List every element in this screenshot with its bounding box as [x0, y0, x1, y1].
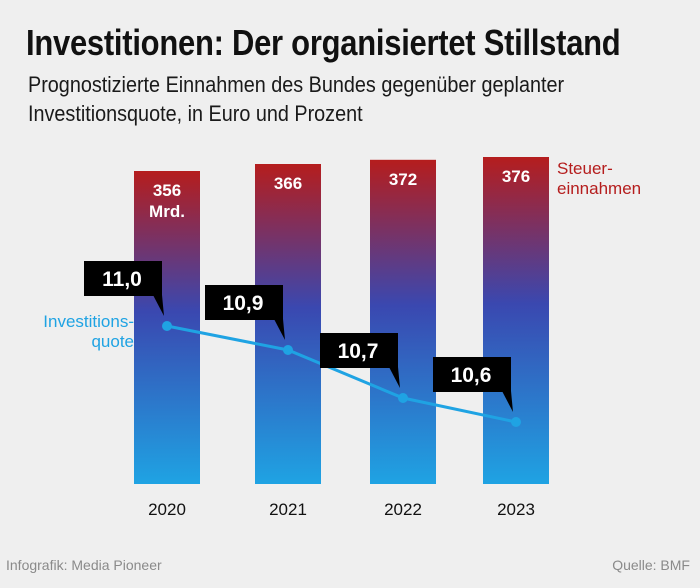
callout-box [205, 285, 283, 320]
bar-2022 [370, 159, 436, 485]
chart-title: Investitionen: Der organisiertet Stillst… [26, 22, 621, 63]
footer-credit: Infografik: Media Pioneer [6, 557, 162, 573]
callout-group: 11,0 10,9 10,7 10,6 [84, 261, 513, 412]
callout-pointer [153, 295, 164, 316]
callout-pointer [274, 319, 285, 340]
x-tick-label: 2022 [384, 500, 422, 519]
subtitle-line-1: Prognostizierte Einnahmen des Bundes geg… [28, 72, 565, 97]
callout-value-label: 10,6 [451, 364, 492, 387]
callout: 10,6 [433, 357, 513, 412]
series-label-quota: Investitions- [43, 312, 134, 331]
quota-point [398, 393, 408, 403]
callout-box [84, 261, 162, 296]
line-group [162, 321, 521, 427]
bar-value-label: 372 [389, 170, 417, 189]
chart-subtitle: Prognostizierte Einnahmen des Bundes geg… [28, 70, 658, 128]
label-group: 356 2020 366 2021 372 2022 376 2023 Mrd. Steuer-e… [43, 159, 641, 519]
bar-value-label: 356 [153, 181, 181, 200]
bar-unit-label: Mrd. [149, 202, 185, 221]
x-tick-label: 2021 [269, 500, 307, 519]
subtitle-line-2: Investitionsquote, in Euro und Prozent [28, 101, 363, 126]
callout: 10,7 [320, 333, 400, 388]
bar-value-label: 366 [274, 174, 302, 193]
callout: 10,9 [205, 285, 285, 340]
bar-value-label: 376 [502, 167, 530, 186]
series-label-revenue: Steuer- [557, 159, 613, 178]
quota-point [283, 345, 293, 355]
series-label-quota: quote [91, 332, 134, 351]
quota-point [511, 417, 521, 427]
callout-pointer [389, 367, 400, 388]
bar-2021 [255, 164, 321, 484]
callout-box [433, 357, 511, 392]
bar-2023 [483, 157, 549, 484]
callout-value-label: 11,0 [102, 268, 142, 291]
x-tick-label: 2023 [497, 500, 535, 519]
x-tick-label: 2020 [148, 500, 186, 519]
callout-box [320, 333, 398, 368]
series-label-revenue: einnahmen [557, 179, 641, 198]
callout: 11,0 [84, 261, 164, 316]
callout-value-label: 10,7 [338, 340, 379, 363]
footer-source: Quelle: BMF [612, 557, 690, 573]
bar-group [134, 157, 549, 485]
callout-pointer [502, 391, 513, 412]
quota-point [162, 321, 172, 331]
quota-line [166, 324, 517, 424]
callout-value-label: 10,9 [223, 292, 264, 315]
